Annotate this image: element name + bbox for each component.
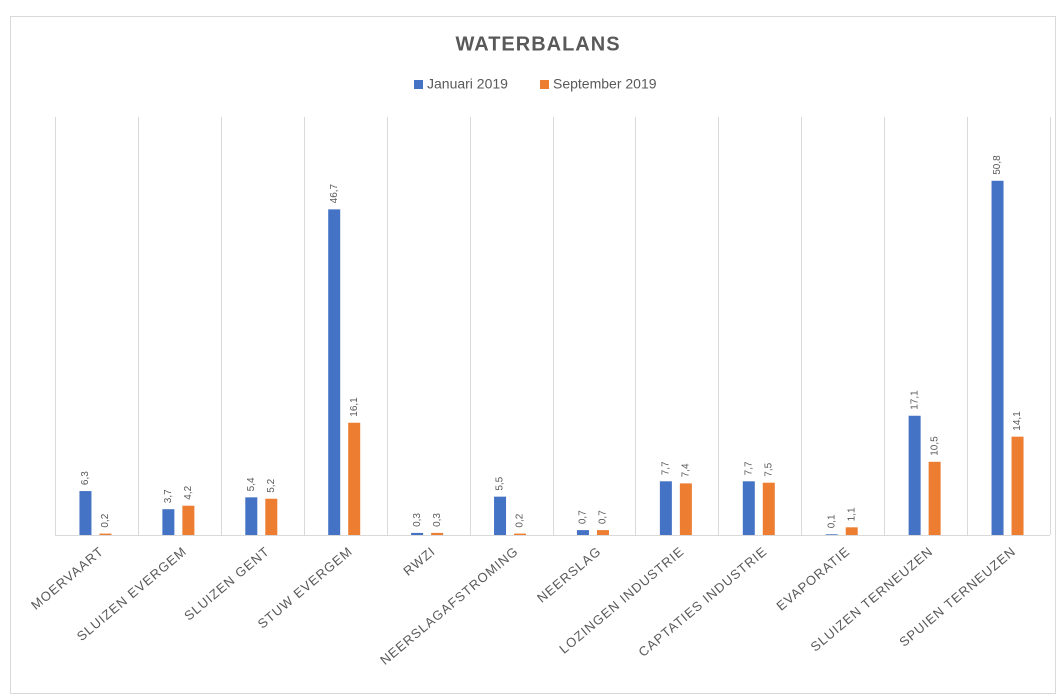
bar bbox=[245, 497, 258, 535]
data-label: 0,1 bbox=[826, 514, 837, 528]
data-label: 7,5 bbox=[763, 462, 774, 476]
data-label: 5,4 bbox=[246, 477, 257, 491]
data-label: 50,8 bbox=[992, 155, 1003, 175]
bar bbox=[431, 532, 444, 535]
bar bbox=[596, 530, 609, 535]
data-label: 0,2 bbox=[100, 513, 111, 527]
data-label: 0,7 bbox=[578, 510, 589, 524]
bar bbox=[576, 530, 589, 535]
bar bbox=[845, 527, 858, 535]
chart-frame bbox=[10, 16, 1056, 694]
data-label: 0,2 bbox=[515, 513, 526, 527]
data-label: 5,2 bbox=[266, 478, 277, 492]
bar bbox=[825, 534, 838, 535]
bar bbox=[494, 496, 507, 535]
bar bbox=[928, 461, 941, 535]
data-label: 3,7 bbox=[163, 489, 174, 503]
data-label: 0,3 bbox=[432, 513, 443, 527]
data-label: 5,5 bbox=[495, 476, 506, 490]
legend: Januari 2019 September 2019 bbox=[414, 76, 657, 92]
bar bbox=[991, 180, 1004, 536]
legend-swatch bbox=[540, 80, 549, 89]
legend-swatch bbox=[414, 80, 423, 89]
data-label: 16,1 bbox=[349, 397, 360, 417]
data-label: 0,7 bbox=[598, 510, 609, 524]
bar bbox=[659, 481, 672, 535]
chart-title: WATERBALANS bbox=[455, 33, 620, 55]
bar bbox=[742, 481, 755, 535]
bar bbox=[908, 415, 921, 535]
data-label: 6,3 bbox=[80, 471, 91, 485]
legend-label: September 2019 bbox=[553, 76, 657, 92]
bar bbox=[99, 533, 112, 535]
data-label: 7,7 bbox=[661, 461, 672, 475]
data-label: 10,5 bbox=[929, 436, 940, 456]
bar bbox=[79, 491, 92, 535]
bar bbox=[162, 509, 175, 535]
data-label: 7,7 bbox=[743, 461, 754, 475]
legend-label: Januari 2019 bbox=[427, 76, 508, 92]
data-label: 1,1 bbox=[846, 507, 857, 521]
data-label: 14,1 bbox=[1012, 411, 1023, 431]
bar bbox=[265, 498, 278, 535]
bar bbox=[348, 422, 361, 535]
bar bbox=[411, 532, 424, 535]
bar bbox=[514, 533, 527, 535]
data-label: 4,2 bbox=[183, 485, 194, 499]
bar bbox=[1011, 436, 1024, 535]
data-label: 17,1 bbox=[909, 390, 920, 410]
data-label: 7,4 bbox=[681, 463, 692, 477]
bar bbox=[182, 505, 195, 535]
bar bbox=[328, 209, 341, 535]
bar bbox=[679, 483, 692, 535]
data-label: 0,3 bbox=[412, 513, 423, 527]
data-label: 46,7 bbox=[329, 183, 340, 203]
bar bbox=[762, 482, 775, 535]
